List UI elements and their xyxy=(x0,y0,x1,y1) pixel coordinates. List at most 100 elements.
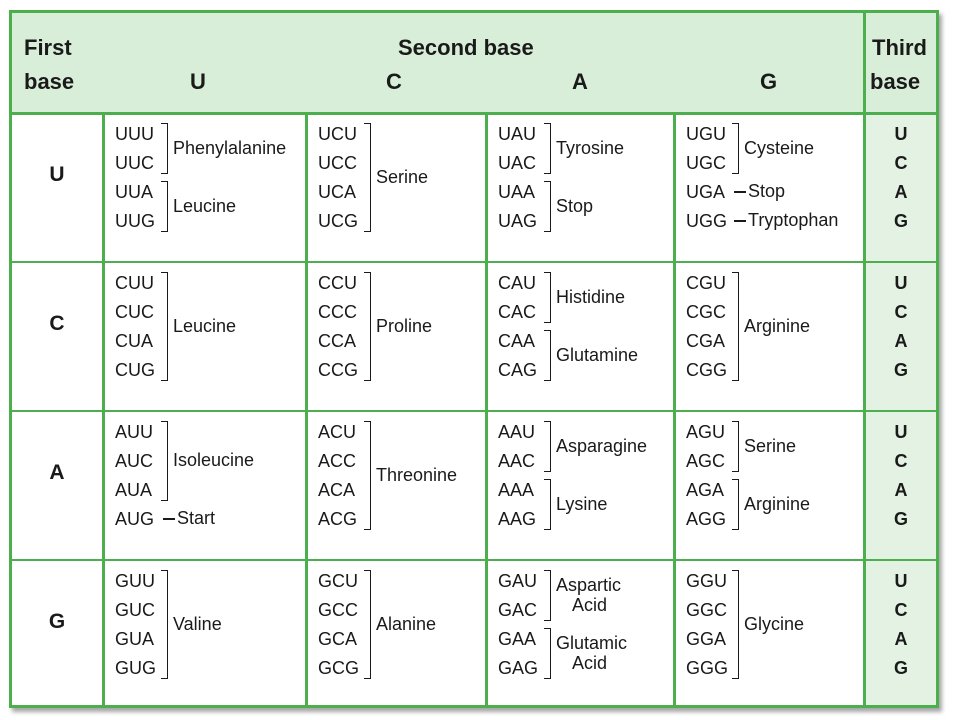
amino-acid-label: Stop xyxy=(556,195,594,216)
amino-acid-label: Serine xyxy=(744,435,797,456)
amino-acid-label: Tryptophan xyxy=(748,210,839,230)
codon-bracket xyxy=(544,570,551,621)
codon-label: UCA xyxy=(318,182,357,202)
third-base-letter: A xyxy=(894,629,908,649)
codon-bracket xyxy=(544,272,551,323)
second-base-a: A xyxy=(572,69,588,94)
grid-divider xyxy=(485,113,488,705)
third-base-letter: G xyxy=(893,658,908,678)
codon-bracket xyxy=(364,570,371,679)
amino-acid-label: Isoleucine xyxy=(173,450,255,470)
third-base-letter: A xyxy=(894,182,908,202)
codon-dash xyxy=(163,518,175,520)
codon-label: GCC xyxy=(318,600,358,620)
codon-label: GUC xyxy=(115,600,155,620)
codon-label: CAU xyxy=(498,273,537,293)
amino-acid-label: Arginine xyxy=(744,315,811,336)
amino-acid-label: Glutamic xyxy=(556,632,628,653)
codon-bracket xyxy=(364,272,371,381)
header-band xyxy=(12,13,936,113)
codon-label: GAC xyxy=(498,600,538,620)
codon-label: AUA xyxy=(115,480,153,500)
codon-label: AGA xyxy=(686,480,725,500)
codon-label: UAC xyxy=(498,153,537,173)
codon-label: ACG xyxy=(318,509,358,529)
codon-label: CGU xyxy=(686,273,726,293)
third-base-letter: U xyxy=(894,124,908,144)
amino-acid-label: Alanine xyxy=(376,613,437,634)
codon-label: AGU xyxy=(686,422,726,442)
third-base-letter: C xyxy=(894,600,908,620)
amino-acid-label: Threonine xyxy=(376,464,458,485)
codon-label: UCC xyxy=(318,153,357,173)
codon-bracket xyxy=(161,272,168,381)
amino-acid-label: Leucine xyxy=(173,315,237,336)
codon-label: AUU xyxy=(115,422,154,442)
third-base-letter: A xyxy=(894,331,908,351)
codon-label: CUG xyxy=(115,360,155,380)
third-base-letter: U xyxy=(894,422,908,442)
codon-label: CCU xyxy=(318,273,357,293)
third-base-letter: C xyxy=(894,153,908,173)
third-base-title-line1: Third xyxy=(872,35,927,60)
third-base-divider xyxy=(863,13,866,705)
codon-label: GGC xyxy=(686,600,728,620)
codon-label: GAG xyxy=(498,658,539,678)
codon-label: AAG xyxy=(498,509,537,529)
first-base-letter: G xyxy=(48,610,66,633)
codon-label: CCG xyxy=(318,360,358,380)
codon-label: CUA xyxy=(115,331,154,351)
codon-label: UAU xyxy=(498,124,537,144)
row-divider xyxy=(12,559,936,561)
codon-bracket xyxy=(161,123,168,174)
codon-label: GUU xyxy=(115,571,155,591)
second-base-u: U xyxy=(190,69,206,94)
amino-acid-label: Acid xyxy=(572,652,608,673)
codon-label: AGG xyxy=(686,509,727,529)
codon-label: CAC xyxy=(498,302,537,322)
codon-bracket xyxy=(544,421,551,472)
codon-label: AAU xyxy=(498,422,536,442)
codon-dash xyxy=(734,191,746,193)
codon-label: CUU xyxy=(115,273,154,293)
amino-acid-label: Lysine xyxy=(556,493,608,514)
codon-label: UAA xyxy=(498,182,536,202)
codon-label: UUU xyxy=(115,124,154,144)
codon-label: GAU xyxy=(498,571,538,591)
codon-label: GCA xyxy=(318,629,358,649)
codon-bracket xyxy=(732,123,739,174)
codon-label: UGC xyxy=(686,153,726,173)
codon-label: UUA xyxy=(115,182,154,202)
codon-label: CGC xyxy=(686,302,726,322)
codon-bracket xyxy=(364,421,371,530)
codon-label: CCA xyxy=(318,331,357,351)
codon-bracket xyxy=(544,123,551,174)
first-base-title-line1: First xyxy=(24,35,72,60)
codon-label: AUG xyxy=(115,509,155,529)
codon-label: UGU xyxy=(686,124,726,144)
codon-label: UGG xyxy=(686,211,728,231)
codon-bracket xyxy=(544,628,551,679)
codon-bracket xyxy=(364,123,371,232)
codon-label: UCU xyxy=(318,124,357,144)
amino-acid-label: Start xyxy=(177,508,216,528)
codon-label: AUC xyxy=(115,451,154,471)
codon-label: GUA xyxy=(115,629,155,649)
codon-label: GAA xyxy=(498,629,537,649)
third-base-letter: G xyxy=(893,509,908,529)
third-base-letter: C xyxy=(894,451,908,471)
grid-divider xyxy=(102,113,105,705)
codon-bracket xyxy=(161,570,168,679)
codon-bracket xyxy=(161,421,168,501)
codon-label: ACA xyxy=(318,480,356,500)
first-base-letter: C xyxy=(49,312,65,335)
amino-acid-label: Phenylalanine xyxy=(173,137,287,158)
grid-divider xyxy=(305,113,308,705)
codon-label: AAC xyxy=(498,451,536,471)
codon-bracket xyxy=(732,479,739,530)
header-divider xyxy=(12,112,936,115)
codon-label: CCC xyxy=(318,302,357,322)
codon-bracket xyxy=(544,330,551,381)
codon-label: CAG xyxy=(498,360,538,380)
codon-label: CGA xyxy=(686,331,726,351)
